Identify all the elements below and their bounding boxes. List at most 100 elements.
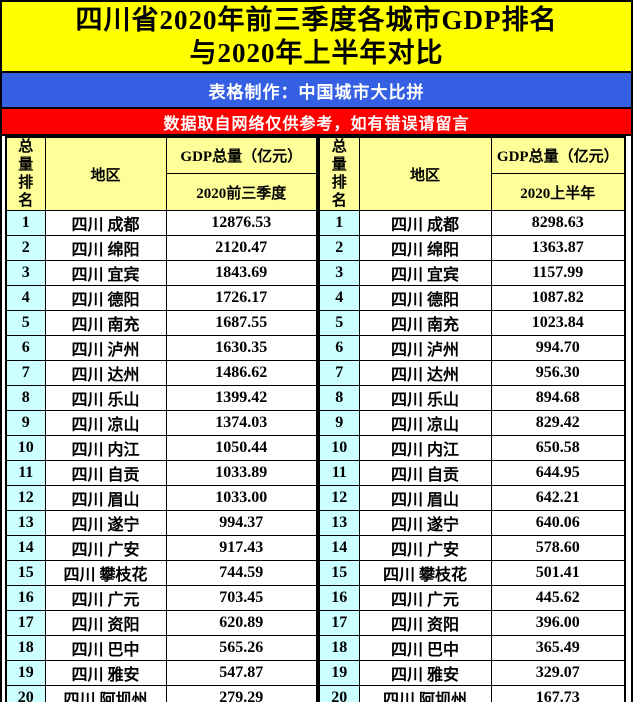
table-row: 18 四川 巴中 365.49 xyxy=(318,635,626,661)
rank-cell: 14 xyxy=(318,535,360,561)
column-header-gdp: GDP总量（亿元） xyxy=(490,136,626,175)
rank-cell: 13 xyxy=(5,510,46,536)
rank-cell: 13 xyxy=(318,510,360,536)
region-cell: 四川 泸州 xyxy=(44,335,167,361)
column-header-region: 地区 xyxy=(358,136,492,211)
column-header-period-q3: 2020前三季度 xyxy=(165,173,318,211)
region-cell: 四川 南充 xyxy=(358,310,492,336)
gdp-value-cell: 1050.44 xyxy=(165,435,318,461)
region-cell: 四川 宜宾 xyxy=(44,260,167,286)
rank-cell: 3 xyxy=(5,260,46,286)
rank-cell: 2 xyxy=(5,235,46,261)
table-row: 14 四川 广安 578.60 xyxy=(318,535,626,561)
gdp-value-cell: 396.00 xyxy=(490,610,626,636)
table-row: 10 四川 内江 650.58 xyxy=(318,435,626,461)
gdp-value-cell: 1033.00 xyxy=(165,485,318,511)
gdp-value-cell: 703.45 xyxy=(165,585,318,611)
table-body-q3: 1 四川 成都 12876.53 2 四川 绵阳 2120.47 3 四川 宜宾… xyxy=(5,210,318,702)
region-cell: 四川 广元 xyxy=(44,585,167,611)
table-row: 12 四川 眉山 1033.00 xyxy=(5,485,318,511)
region-cell: 四川 凉山 xyxy=(358,410,492,436)
region-cell: 四川 内江 xyxy=(358,435,492,461)
region-cell: 四川 攀枝花 xyxy=(44,560,167,586)
gdp-value-cell: 1157.99 xyxy=(490,260,626,286)
region-cell: 四川 遂宁 xyxy=(44,510,167,536)
region-cell: 四川 资阳 xyxy=(44,610,167,636)
table-row: 5 四川 南充 1687.55 xyxy=(5,310,318,336)
credit-bar: 表格制作：中国城市大比拼 xyxy=(2,73,631,109)
region-cell: 四川 乐山 xyxy=(44,385,167,411)
region-cell: 四川 成都 xyxy=(358,210,492,236)
rank-cell: 7 xyxy=(318,360,360,386)
gdp-value-cell: 8298.63 xyxy=(490,210,626,236)
gdp-value-cell: 578.60 xyxy=(490,535,626,561)
table-row: 3 四川 宜宾 1157.99 xyxy=(318,260,626,286)
gdp-value-cell: 644.95 xyxy=(490,460,626,486)
rank-cell: 10 xyxy=(318,435,360,461)
tables-container: 总量排名 地区 GDP总量（亿元） 2020前三季度 1 四川 成都 12876… xyxy=(2,136,631,702)
region-cell: 四川 南充 xyxy=(44,310,167,336)
table-row: 18 四川 巴中 565.26 xyxy=(5,635,318,661)
gdp-value-cell: 1726.17 xyxy=(165,285,318,311)
region-cell: 四川 自贡 xyxy=(358,460,492,486)
gdp-value-cell: 829.42 xyxy=(490,410,626,436)
rank-cell: 18 xyxy=(5,635,46,661)
rank-cell: 15 xyxy=(318,560,360,586)
rank-cell: 7 xyxy=(5,360,46,386)
title-line-2: 与2020年上半年对比 xyxy=(189,37,444,68)
gdp-value-cell: 365.49 xyxy=(490,635,626,661)
gdp-value-cell: 1486.62 xyxy=(165,360,318,386)
table-row: 7 四川 达州 956.30 xyxy=(318,360,626,386)
gdp-value-cell: 167.73 xyxy=(490,685,626,702)
table-row: 9 四川 凉山 829.42 xyxy=(318,410,626,436)
rank-cell: 11 xyxy=(5,460,46,486)
region-cell: 四川 德阳 xyxy=(44,285,167,311)
table-row: 5 四川 南充 1023.84 xyxy=(318,310,626,336)
table-row: 3 四川 宜宾 1843.69 xyxy=(5,260,318,286)
gdp-value-cell: 917.43 xyxy=(165,535,318,561)
gdp-value-cell: 279.29 xyxy=(165,685,318,702)
table-row: 19 四川 雅安 547.87 xyxy=(5,660,318,686)
gdp-value-cell: 1033.89 xyxy=(165,460,318,486)
rank-cell: 12 xyxy=(5,485,46,511)
region-cell: 四川 攀枝花 xyxy=(358,560,492,586)
gdp-value-cell: 1023.84 xyxy=(490,310,626,336)
credit-text: 表格制作：中国城市大比拼 xyxy=(208,82,425,102)
rank-cell: 17 xyxy=(318,610,360,636)
column-header-gdp: GDP总量（亿元） xyxy=(165,136,318,175)
region-cell: 四川 自贡 xyxy=(44,460,167,486)
region-cell: 四川 泸州 xyxy=(358,335,492,361)
table-row: 7 四川 达州 1486.62 xyxy=(5,360,318,386)
region-cell: 四川 阿坝州 xyxy=(358,685,492,702)
rank-cell: 8 xyxy=(318,385,360,411)
gdp-value-cell: 894.68 xyxy=(490,385,626,411)
rank-cell: 19 xyxy=(318,660,360,686)
region-cell: 四川 巴中 xyxy=(44,635,167,661)
table-row: 15 四川 攀枝花 501.41 xyxy=(318,560,626,586)
gdp-value-cell: 565.26 xyxy=(165,635,318,661)
region-cell: 四川 阿坝州 xyxy=(44,685,167,702)
table-row: 6 四川 泸州 994.70 xyxy=(318,335,626,361)
table-row: 14 四川 广安 917.43 xyxy=(5,535,318,561)
region-cell: 四川 雅安 xyxy=(44,660,167,686)
table-row: 17 四川 资阳 620.89 xyxy=(5,610,318,636)
table-row: 16 四川 广元 703.45 xyxy=(5,585,318,611)
gdp-value-cell: 12876.53 xyxy=(165,210,318,236)
rank-cell: 1 xyxy=(5,210,46,236)
gdp-value-cell: 994.70 xyxy=(490,335,626,361)
region-cell: 四川 宜宾 xyxy=(358,260,492,286)
gdp-value-cell: 1363.87 xyxy=(490,235,626,261)
rank-cell: 9 xyxy=(5,410,46,436)
gdp-value-cell: 994.37 xyxy=(165,510,318,536)
table-row: 13 四川 遂宁 640.06 xyxy=(318,510,626,536)
table-row: 8 四川 乐山 1399.42 xyxy=(5,385,318,411)
table-row: 20 四川 阿坝州 279.29 xyxy=(5,685,318,702)
region-cell: 四川 雅安 xyxy=(358,660,492,686)
disclaimer-bar: 数据取自网络仅供参考，如有错误请留言 xyxy=(2,109,631,136)
gdp-table-q3-2020: 总量排名 地区 GDP总量（亿元） 2020前三季度 1 四川 成都 12876… xyxy=(5,136,318,702)
rank-cell: 18 xyxy=(318,635,360,661)
gdp-value-cell: 547.87 xyxy=(165,660,318,686)
region-cell: 四川 遂宁 xyxy=(358,510,492,536)
gdp-value-cell: 642.21 xyxy=(490,485,626,511)
rank-cell: 19 xyxy=(5,660,46,686)
